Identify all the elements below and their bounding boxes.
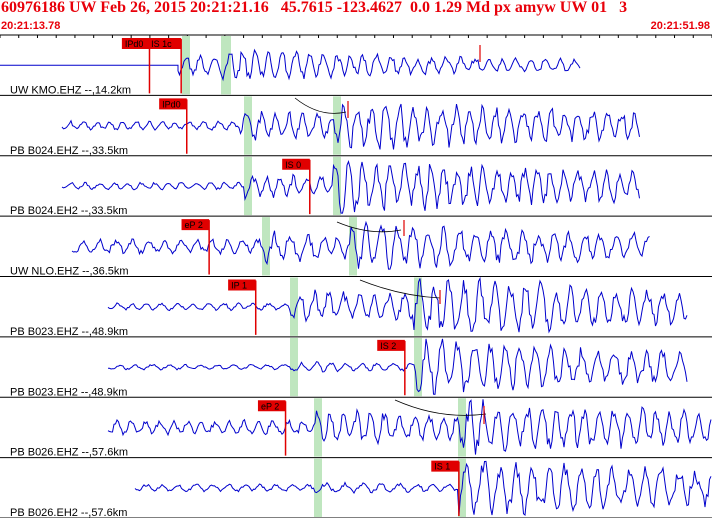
- pick-label: IPd0: [125, 39, 144, 49]
- travel-time-curve: [294, 97, 347, 114]
- pick-flag: [181, 219, 210, 231]
- phase-window: [414, 277, 422, 336]
- event-header: 60976186 UW Feb 26, 2015 20:21:21.16 45.…: [1, 0, 628, 16]
- station-label: PB B023.EHZ --,48.9km: [10, 326, 128, 338]
- pick-label: IPd0: [162, 99, 181, 109]
- waveform: [61, 103, 640, 150]
- end-time-label: 20:21:51.98: [650, 20, 710, 32]
- pick-label: IS 0: [285, 160, 301, 170]
- pick-label: eP 2: [185, 220, 203, 230]
- phase-window: [182, 36, 190, 95]
- trace-panel: IP 1 PB B023.EHZ --,48.9km: [10, 276, 688, 338]
- waveform: [61, 160, 640, 214]
- travel-time-curve: [394, 399, 487, 416]
- pick-flag: [121, 38, 150, 49]
- pick-flag: [159, 98, 187, 110]
- trace-panel: eP 2 PB B026.EHZ --,57.6km: [10, 398, 712, 459]
- waveform: [108, 338, 688, 395]
- station-label: PB B026.EH2 --,57.6km: [10, 507, 127, 518]
- station-label: PB B026.EHZ --,57.6km: [10, 447, 128, 459]
- pick-flag: [282, 158, 310, 170]
- start-time-label: 20:21:13.78: [1, 20, 61, 32]
- phase-window: [290, 337, 298, 397]
- waveform: [0, 48, 581, 82]
- phase-window: [262, 217, 270, 276]
- trace-panel: eP 2 UW NLO.EHZ --,36.5km: [10, 217, 650, 278]
- pick-flag: [148, 38, 182, 49]
- trace-panel: IS 2 PB B023.EH2 --,48.9km: [10, 337, 688, 398]
- waveform: [107, 276, 688, 334]
- pick-label: IP 1: [231, 281, 247, 291]
- phase-window: [244, 96, 252, 155]
- station-label: PB B024.EHZ --,33.5km: [10, 145, 128, 157]
- waveform: [134, 460, 712, 517]
- station-label: PB B023.EH2 --,48.9km: [10, 386, 127, 398]
- station-label: PB B024.EH2 --,33.5km: [10, 205, 127, 217]
- travel-time-curve: [359, 279, 441, 299]
- phase-window: [349, 217, 357, 276]
- waveform: [107, 399, 712, 455]
- pick-flag: [377, 339, 405, 351]
- trace-panel: IS 0 PB B024.EH2 --,33.5km: [10, 156, 640, 217]
- travel-time-curve: [336, 221, 402, 233]
- pick-flag: [257, 400, 286, 412]
- pick-label: IS 2: [380, 341, 396, 351]
- trace-panel: IPd0 PB B024.EHZ --,33.5km: [10, 96, 640, 157]
- pick-flag: [431, 460, 459, 472]
- pick-label: IS 1c: [151, 39, 172, 49]
- phase-window: [458, 398, 466, 457]
- station-label: UW NLO.EHZ --,36.5km: [10, 266, 129, 278]
- phase-window: [333, 96, 341, 155]
- trace-panel: IS 1 PB B026.EH2 --,57.6km: [10, 458, 712, 518]
- pick-label: IS 1: [434, 462, 450, 472]
- phase-window: [244, 156, 252, 216]
- station-label: UW KMO.EHZ --,14.2km: [10, 84, 131, 96]
- phase-window: [290, 277, 298, 336]
- phase-window: [314, 458, 322, 517]
- pick-flag: [228, 279, 256, 291]
- phase-window: [414, 337, 422, 397]
- phase-window: [314, 398, 322, 457]
- waveform: [71, 220, 650, 270]
- trace-panel: IPd0 IS 1c UW KMO.EHZ --,14.2km: [0, 36, 581, 96]
- phase-window: [333, 156, 341, 216]
- pick-label: eP 2: [261, 401, 279, 411]
